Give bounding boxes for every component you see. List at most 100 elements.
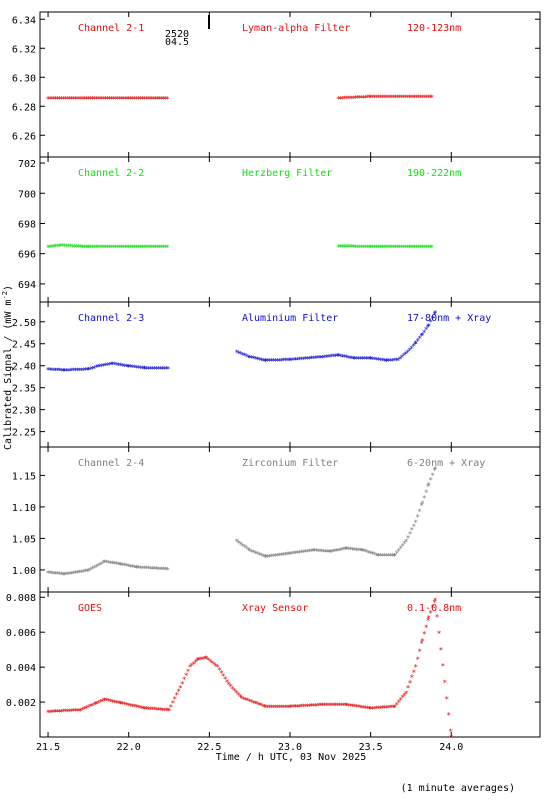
- y-tick-label: 1.15: [12, 471, 36, 482]
- data-point: *: [403, 350, 408, 359]
- data-point: *: [88, 566, 93, 575]
- data-point: *: [140, 564, 145, 573]
- data-point: *: [48, 708, 53, 717]
- data-point: *: [321, 548, 326, 557]
- data-point: *: [293, 549, 298, 558]
- data-point: *: [77, 366, 82, 375]
- data-point: *: [262, 703, 267, 712]
- data-point: *: [336, 547, 341, 556]
- data-point: *: [249, 354, 254, 363]
- data-point: *: [322, 702, 327, 711]
- data-point: *: [407, 94, 412, 103]
- data-point: *: [378, 356, 383, 365]
- data-point: *: [428, 609, 433, 618]
- data-point: *: [148, 244, 153, 253]
- data-point: *: [112, 361, 117, 370]
- data-point: *: [314, 547, 319, 556]
- data-point: *: [336, 352, 341, 361]
- data-point: *: [111, 244, 116, 253]
- data-point: *: [107, 95, 112, 104]
- data-point: *: [403, 94, 408, 103]
- data-point: *: [123, 244, 128, 253]
- data-point: *: [388, 357, 393, 366]
- data-point: *: [433, 309, 438, 318]
- data-point: *: [311, 702, 316, 711]
- data-point: *: [253, 355, 258, 364]
- data-point: *: [315, 702, 320, 711]
- data-point: *: [118, 700, 123, 709]
- data-point: *: [382, 704, 387, 713]
- data-point: *: [53, 570, 58, 579]
- data-point: *: [442, 678, 447, 687]
- data-point: *: [167, 707, 172, 716]
- data-point: *: [157, 95, 162, 104]
- data-point: *: [157, 244, 162, 253]
- data-point: *: [416, 94, 421, 103]
- data-point: *: [378, 94, 383, 103]
- y-tick-label: 700: [18, 189, 36, 200]
- data-point: *: [279, 703, 284, 712]
- marker-bottom-label: 04.5: [165, 37, 189, 48]
- data-point: *: [132, 564, 137, 573]
- data-point: *: [303, 355, 308, 364]
- data-point: *: [439, 646, 444, 655]
- data-point: *: [344, 545, 349, 554]
- data-point: *: [119, 95, 124, 104]
- data-point: *: [409, 244, 414, 253]
- data-point: *: [156, 365, 161, 374]
- data-point: *: [163, 244, 168, 253]
- data-point: *: [188, 663, 193, 672]
- data-point: *: [75, 569, 80, 578]
- y-tick-label: 2.30: [12, 406, 36, 417]
- data-point: *: [360, 547, 365, 556]
- data-point: *: [312, 547, 317, 556]
- data-point: *: [82, 243, 87, 252]
- data-point: *: [118, 561, 123, 570]
- data-point: *: [299, 355, 304, 364]
- data-point: *: [328, 548, 333, 557]
- filter-label: Aluminium Filter: [242, 313, 338, 324]
- data-point: *: [368, 94, 373, 103]
- data-point: *: [77, 707, 82, 716]
- data-point: *: [94, 364, 99, 373]
- data-point: *: [408, 679, 413, 688]
- data-point: *: [86, 567, 91, 576]
- data-point: *: [301, 548, 306, 557]
- data-point: *: [336, 95, 341, 104]
- data-point: *: [126, 562, 131, 571]
- data-point: *: [301, 703, 306, 712]
- data-point: *: [368, 355, 373, 364]
- data-point: *: [77, 569, 82, 578]
- data-point: *: [50, 243, 55, 252]
- data-point: *: [261, 552, 266, 561]
- data-point: *: [424, 488, 429, 497]
- y-tick-label: 0.004: [6, 663, 36, 674]
- data-point: *: [74, 243, 79, 252]
- data-point: *: [240, 542, 245, 551]
- data-point: *: [62, 242, 67, 251]
- data-point: *: [57, 708, 62, 717]
- data-point: *: [299, 703, 304, 712]
- data-point: *: [370, 705, 375, 714]
- data-point: *: [130, 702, 135, 711]
- data-point: *: [405, 94, 410, 103]
- data-point: *: [141, 705, 146, 714]
- data-point: *: [351, 243, 356, 252]
- data-point: *: [415, 513, 420, 522]
- y-tick-label: 702: [18, 159, 36, 170]
- data-point: *: [148, 705, 153, 714]
- data-point: *: [82, 705, 87, 714]
- data-point: *: [53, 367, 58, 376]
- data-point: *: [351, 94, 356, 103]
- data-point: *: [46, 244, 51, 253]
- data-point: *: [395, 244, 400, 253]
- y-tick-label: 0.008: [6, 593, 36, 604]
- data-point: *: [432, 467, 437, 476]
- data-point: *: [396, 699, 401, 708]
- data-point: *: [124, 363, 129, 372]
- data-point: *: [426, 614, 431, 623]
- data-point: *: [153, 244, 158, 253]
- data-point: *: [59, 95, 64, 104]
- data-point: *: [132, 244, 137, 253]
- data-point: *: [57, 242, 62, 251]
